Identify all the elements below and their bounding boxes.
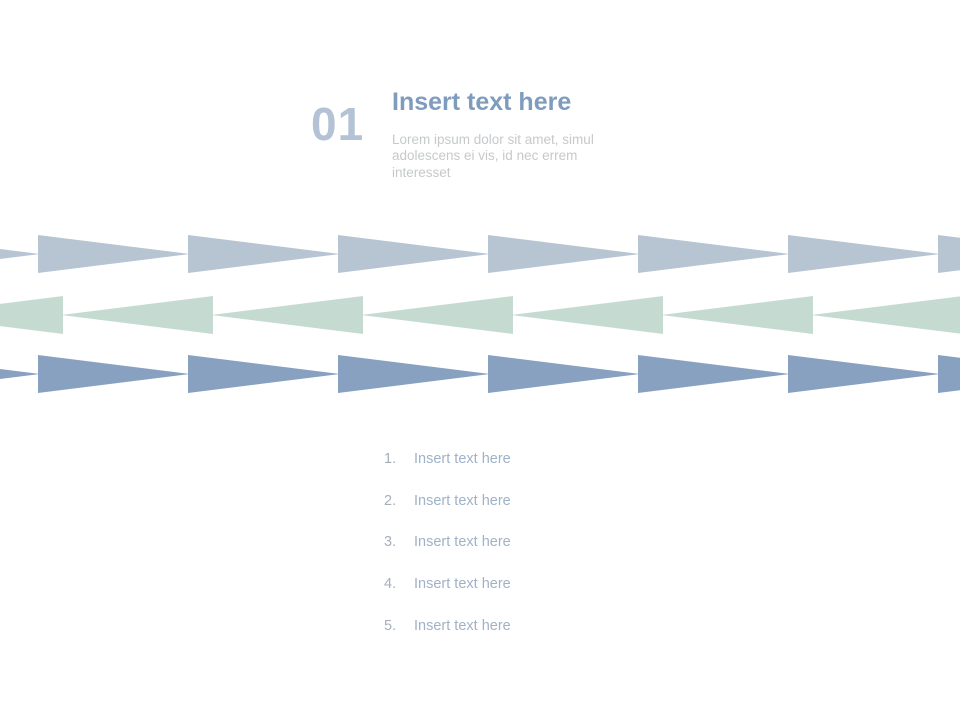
list-item-label: Insert text here — [414, 617, 511, 634]
list-item-number: 1. — [384, 451, 397, 467]
list-item-label: Insert text here — [414, 451, 511, 467]
list-item-label: Insert text here — [414, 534, 511, 551]
list-item: 1. Insert text here — [384, 449, 511, 469]
list-item-number: 2. — [384, 492, 397, 509]
list-item: 4. Insert text here — [384, 574, 511, 594]
arrow-band-bottom — [0, 355, 960, 393]
list-item: 2. Insert text here — [384, 491, 511, 511]
list-item-number: 3. — [384, 534, 397, 551]
list-item-label: Insert text here — [414, 492, 511, 509]
list-item-label: Insert text here — [414, 576, 511, 593]
list-item-number: 5. — [384, 617, 397, 634]
list-item-number: 4. — [384, 576, 397, 593]
section-title: Insert text here — [392, 88, 572, 116]
section-description: Lorem ipsum dolor sit amet, simul adoles… — [392, 132, 594, 180]
arrow-band-top — [0, 235, 960, 273]
numbered-list: 1. Insert text here 2. Insert text here … — [384, 449, 511, 657]
section-number: 01 — [311, 98, 365, 150]
list-item: 3. Insert text here — [384, 532, 511, 552]
list-item: 5. Insert text here — [384, 616, 511, 636]
arrow-band-middle — [0, 296, 960, 334]
